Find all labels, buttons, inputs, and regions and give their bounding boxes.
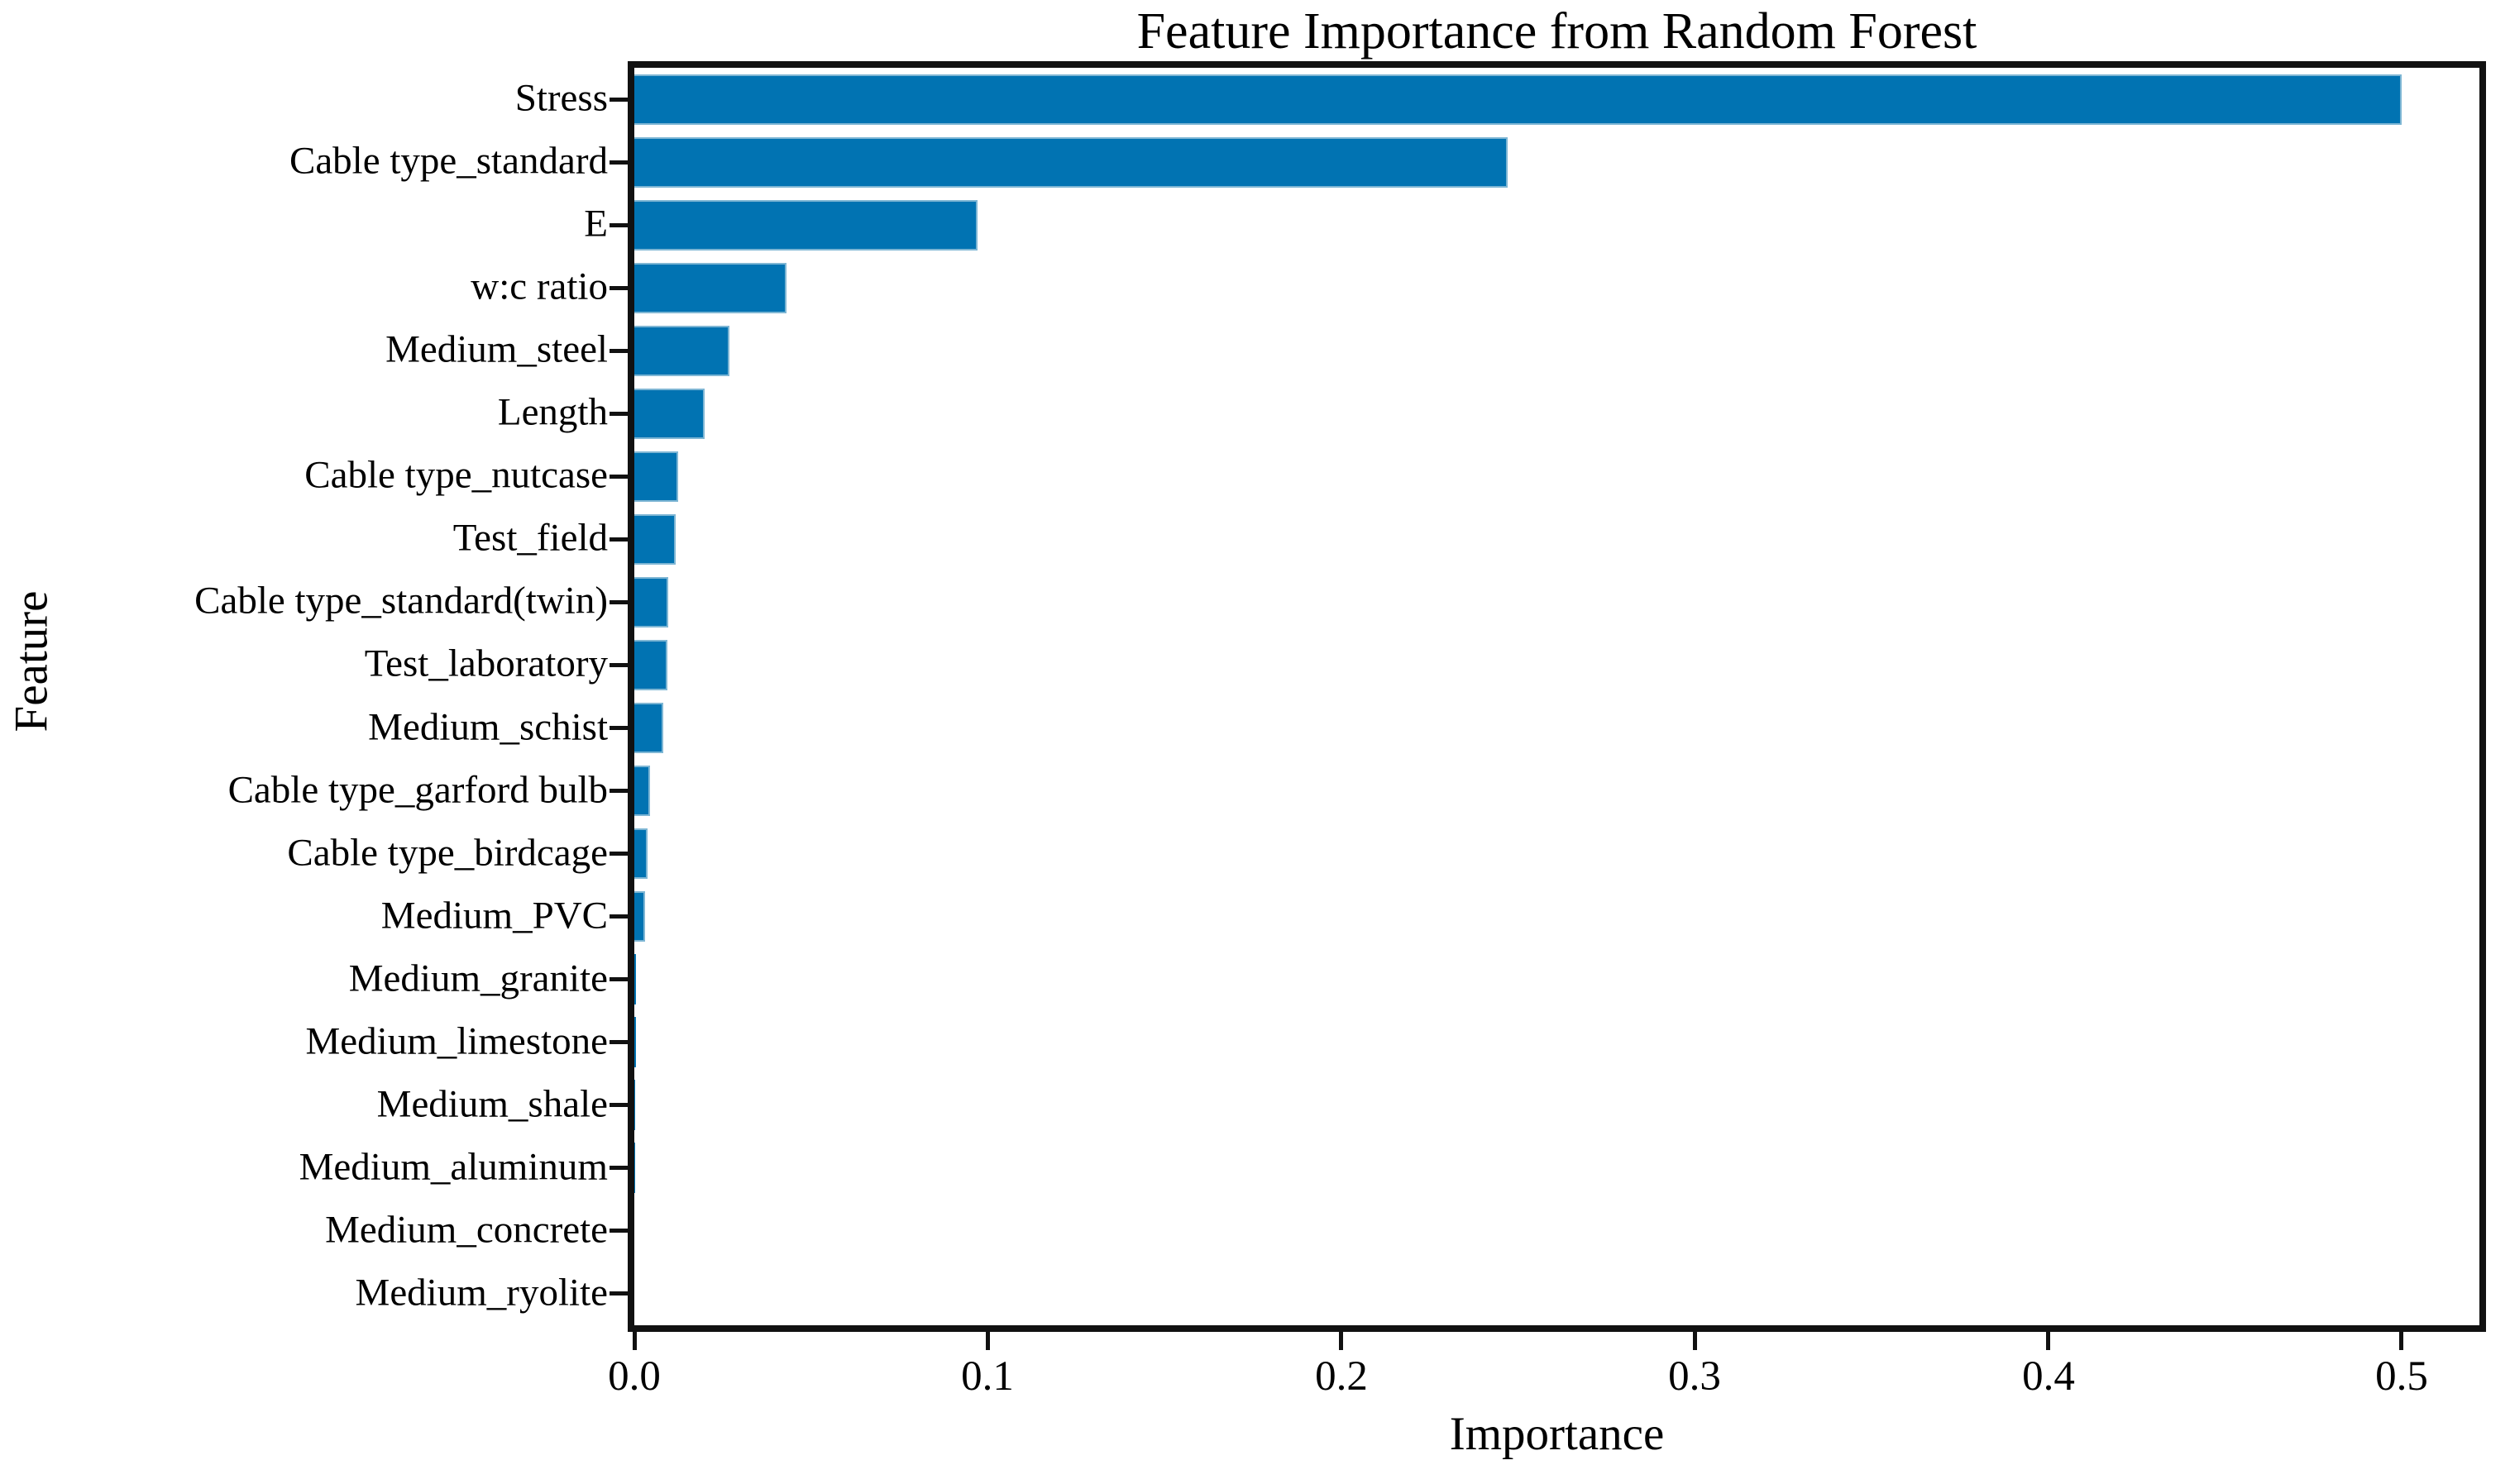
y-tick-mark [610, 412, 628, 416]
category-label: w:c ratio [471, 265, 608, 308]
y-tick-mark [610, 1229, 628, 1233]
y-tick-mark [610, 663, 628, 667]
bar-cable-type-nutcase [634, 451, 678, 502]
bar-stress [634, 74, 2402, 125]
y-tick-mark [610, 349, 628, 353]
y-tick-mark [610, 914, 628, 919]
y-tick-mark [610, 1291, 628, 1296]
category-label: Medium_steel [385, 327, 608, 371]
chart-title: Feature Importance from Random Forest [1136, 3, 1977, 60]
category-label: Cable type_birdcage [287, 831, 608, 875]
x-tick-label: 0.1 [961, 1353, 1014, 1400]
y-tick-mark [610, 726, 628, 730]
y-tick-mark [610, 600, 628, 604]
bar-cable-type-garford-bulb [634, 766, 650, 816]
bar-cable-type-standard [634, 137, 1508, 188]
category-label: Medium_schist [368, 705, 608, 749]
x-tick-mark [2399, 1332, 2403, 1350]
y-tick-mark [610, 1166, 628, 1170]
x-tick-mark [2046, 1332, 2050, 1350]
bar-medium-granite [634, 954, 636, 1004]
category-label: Cable type_standard [289, 139, 608, 183]
category-label: Medium_ryolite [355, 1271, 608, 1315]
x-tick-mark [1339, 1332, 1343, 1350]
category-label: Cable type_nutcase [304, 453, 608, 497]
bar-cable-type-birdcage [634, 828, 648, 879]
bar-test-field [634, 514, 676, 565]
x-tick-label: 0.0 [608, 1353, 661, 1400]
category-label: Medium_granite [348, 957, 608, 1000]
x-tick-label: 0.2 [1315, 1353, 1368, 1400]
y-tick-mark [610, 223, 628, 227]
x-tick-mark [1693, 1332, 1697, 1350]
bar-medium-shale [634, 1080, 635, 1130]
category-label: Cable type_garford bulb [227, 768, 608, 812]
y-tick-mark [610, 1103, 628, 1107]
bar-e [634, 200, 978, 251]
bar-medium-steel [634, 326, 729, 376]
y-tick-mark [610, 475, 628, 479]
bar-test-laboratory [634, 640, 667, 690]
bar-medium-pvc [634, 891, 645, 942]
plot-area [628, 61, 2486, 1332]
x-tick-mark [633, 1332, 637, 1350]
y-tick-mark [610, 977, 628, 981]
bar-medium-schist [634, 703, 663, 753]
x-tick-label: 0.4 [2022, 1353, 2075, 1400]
category-label: Medium_aluminum [299, 1145, 608, 1189]
x-axis-label: Importance [1449, 1408, 1665, 1460]
bar-medium-aluminum [634, 1143, 635, 1193]
y-tick-mark [610, 852, 628, 856]
y-tick-mark [610, 789, 628, 793]
x-tick-label: 0.5 [2375, 1353, 2428, 1400]
category-label: Medium_concrete [325, 1208, 608, 1252]
bar-length [634, 389, 705, 439]
category-label: Cable type_standard(twin) [194, 579, 608, 623]
category-label: E [584, 202, 608, 246]
category-label: Medium_shale [376, 1082, 608, 1126]
y-tick-mark [610, 160, 628, 165]
category-label: Length [497, 390, 608, 434]
y-axis-label: Feature [5, 590, 58, 732]
y-tick-mark [610, 286, 628, 290]
y-tick-mark [610, 98, 628, 102]
bar-cable-type-standard-twin- [634, 577, 668, 627]
bar-w-c-ratio [634, 263, 786, 313]
category-label: Medium_PVC [380, 894, 608, 938]
y-tick-mark [610, 537, 628, 542]
y-tick-mark [610, 1040, 628, 1044]
category-label: Test_field [452, 516, 608, 560]
x-tick-label: 0.3 [1668, 1353, 1721, 1400]
category-label: Stress [514, 76, 608, 120]
category-label: Test_laboratory [364, 642, 608, 685]
bar-medium-limestone [634, 1017, 636, 1067]
category-label: Medium_limestone [305, 1019, 608, 1063]
x-tick-mark [986, 1332, 990, 1350]
